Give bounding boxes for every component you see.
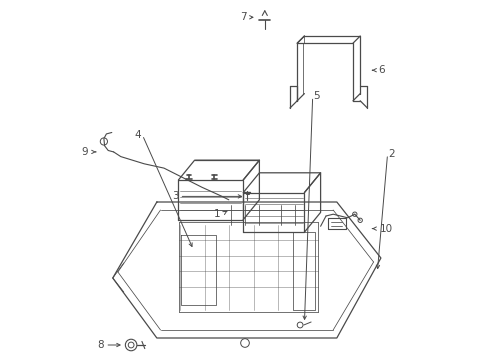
- Text: 7: 7: [240, 12, 247, 22]
- Text: 2: 2: [388, 149, 395, 159]
- Text: 1: 1: [214, 209, 220, 219]
- Text: 9: 9: [81, 147, 88, 157]
- Text: 10: 10: [380, 224, 393, 234]
- Text: 6: 6: [378, 65, 385, 75]
- Text: 8: 8: [97, 340, 104, 350]
- Text: 4: 4: [134, 130, 141, 140]
- Text: 5: 5: [314, 91, 320, 102]
- Text: 3: 3: [172, 192, 178, 201]
